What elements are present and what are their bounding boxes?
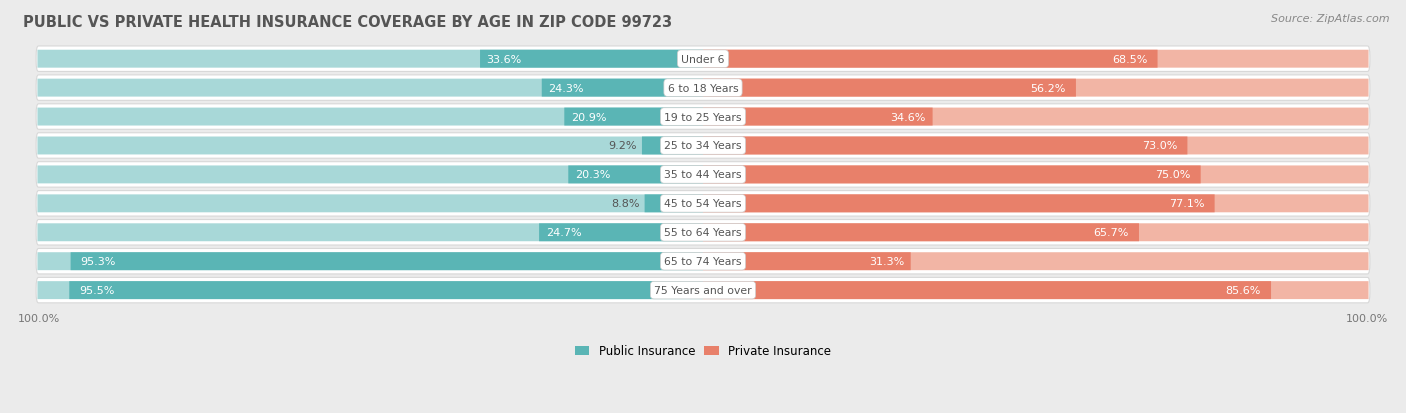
Text: 25 to 34 Years: 25 to 34 Years [664,141,742,151]
Text: 35 to 44 Years: 35 to 44 Years [664,170,742,180]
FancyBboxPatch shape [643,137,703,155]
Text: 65.7%: 65.7% [1094,228,1129,238]
FancyBboxPatch shape [703,166,1201,184]
Text: PUBLIC VS PRIVATE HEALTH INSURANCE COVERAGE BY AGE IN ZIP CODE 99723: PUBLIC VS PRIVATE HEALTH INSURANCE COVER… [22,15,672,30]
FancyBboxPatch shape [703,253,1368,271]
Text: 56.2%: 56.2% [1031,83,1066,93]
FancyBboxPatch shape [703,282,1368,299]
FancyBboxPatch shape [703,253,911,271]
FancyBboxPatch shape [37,191,1369,216]
Text: 24.3%: 24.3% [548,83,583,93]
Text: 33.6%: 33.6% [486,55,522,64]
Text: 45 to 54 Years: 45 to 54 Years [664,199,742,209]
FancyBboxPatch shape [703,108,1368,126]
Text: 77.1%: 77.1% [1170,199,1205,209]
Text: 31.3%: 31.3% [869,256,904,266]
Text: 6 to 18 Years: 6 to 18 Years [668,83,738,93]
FancyBboxPatch shape [703,224,1368,242]
Text: 75.0%: 75.0% [1156,170,1191,180]
FancyBboxPatch shape [69,282,703,299]
FancyBboxPatch shape [38,51,703,69]
FancyBboxPatch shape [538,224,703,242]
FancyBboxPatch shape [37,76,1369,101]
Text: 34.6%: 34.6% [890,112,927,122]
FancyBboxPatch shape [703,282,1271,299]
Text: 20.9%: 20.9% [571,112,606,122]
FancyBboxPatch shape [38,137,703,155]
Legend: Public Insurance, Private Insurance: Public Insurance, Private Insurance [571,340,835,362]
FancyBboxPatch shape [703,166,1368,184]
FancyBboxPatch shape [644,195,703,213]
Text: 95.3%: 95.3% [80,256,115,266]
FancyBboxPatch shape [37,162,1369,188]
FancyBboxPatch shape [703,51,1157,69]
FancyBboxPatch shape [703,137,1368,155]
Text: Under 6: Under 6 [682,55,724,64]
FancyBboxPatch shape [703,137,1188,155]
FancyBboxPatch shape [703,195,1368,213]
Text: 55 to 64 Years: 55 to 64 Years [664,228,742,238]
FancyBboxPatch shape [37,47,1369,72]
Text: 68.5%: 68.5% [1112,55,1147,64]
FancyBboxPatch shape [564,108,703,126]
FancyBboxPatch shape [38,79,703,97]
Text: 24.7%: 24.7% [546,228,581,238]
FancyBboxPatch shape [37,278,1369,303]
Text: 20.3%: 20.3% [575,170,610,180]
FancyBboxPatch shape [38,195,703,213]
FancyBboxPatch shape [703,79,1368,97]
Text: Source: ZipAtlas.com: Source: ZipAtlas.com [1271,14,1389,24]
Text: 19 to 25 Years: 19 to 25 Years [664,112,742,122]
Text: 9.2%: 9.2% [609,141,637,151]
FancyBboxPatch shape [703,195,1215,213]
FancyBboxPatch shape [37,249,1369,274]
Text: 65 to 74 Years: 65 to 74 Years [664,256,742,266]
FancyBboxPatch shape [703,79,1076,97]
Text: 85.6%: 85.6% [1226,285,1261,295]
FancyBboxPatch shape [703,51,1368,69]
FancyBboxPatch shape [541,79,703,97]
FancyBboxPatch shape [703,108,932,126]
FancyBboxPatch shape [37,133,1369,159]
FancyBboxPatch shape [38,224,703,242]
FancyBboxPatch shape [38,282,703,299]
Text: 73.0%: 73.0% [1142,141,1177,151]
FancyBboxPatch shape [703,224,1139,242]
FancyBboxPatch shape [38,166,703,184]
Text: 95.5%: 95.5% [79,285,115,295]
FancyBboxPatch shape [568,166,703,184]
FancyBboxPatch shape [70,253,703,271]
Text: 8.8%: 8.8% [610,199,640,209]
FancyBboxPatch shape [479,51,703,69]
FancyBboxPatch shape [37,104,1369,130]
FancyBboxPatch shape [38,253,703,271]
FancyBboxPatch shape [38,108,703,126]
FancyBboxPatch shape [37,220,1369,245]
Text: 75 Years and over: 75 Years and over [654,285,752,295]
